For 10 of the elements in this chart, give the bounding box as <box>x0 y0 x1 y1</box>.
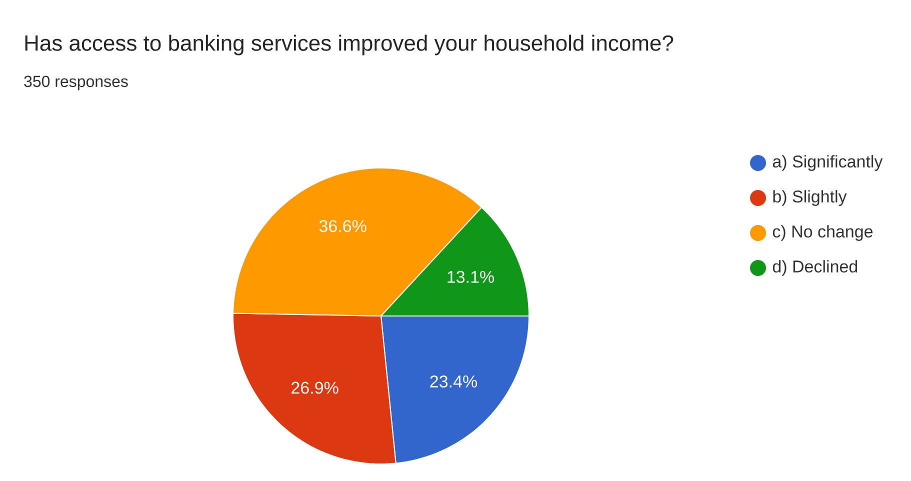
legend-label: a) Significantly <box>772 155 883 171</box>
legend-label: c) No change <box>772 225 873 241</box>
legend-label: b) Slightly <box>773 190 847 206</box>
data-label: 36.6% <box>319 220 366 232</box>
data-label: 13.1% <box>448 270 494 283</box>
data-label: 26.9% <box>292 382 338 394</box>
legend-label: d) Declined <box>772 260 858 276</box>
data-label: 23.4% <box>430 375 477 388</box>
text: 350 responses <box>24 76 128 90</box>
chart-title: Has access to banking services improved your household income? <box>25 34 674 56</box>
